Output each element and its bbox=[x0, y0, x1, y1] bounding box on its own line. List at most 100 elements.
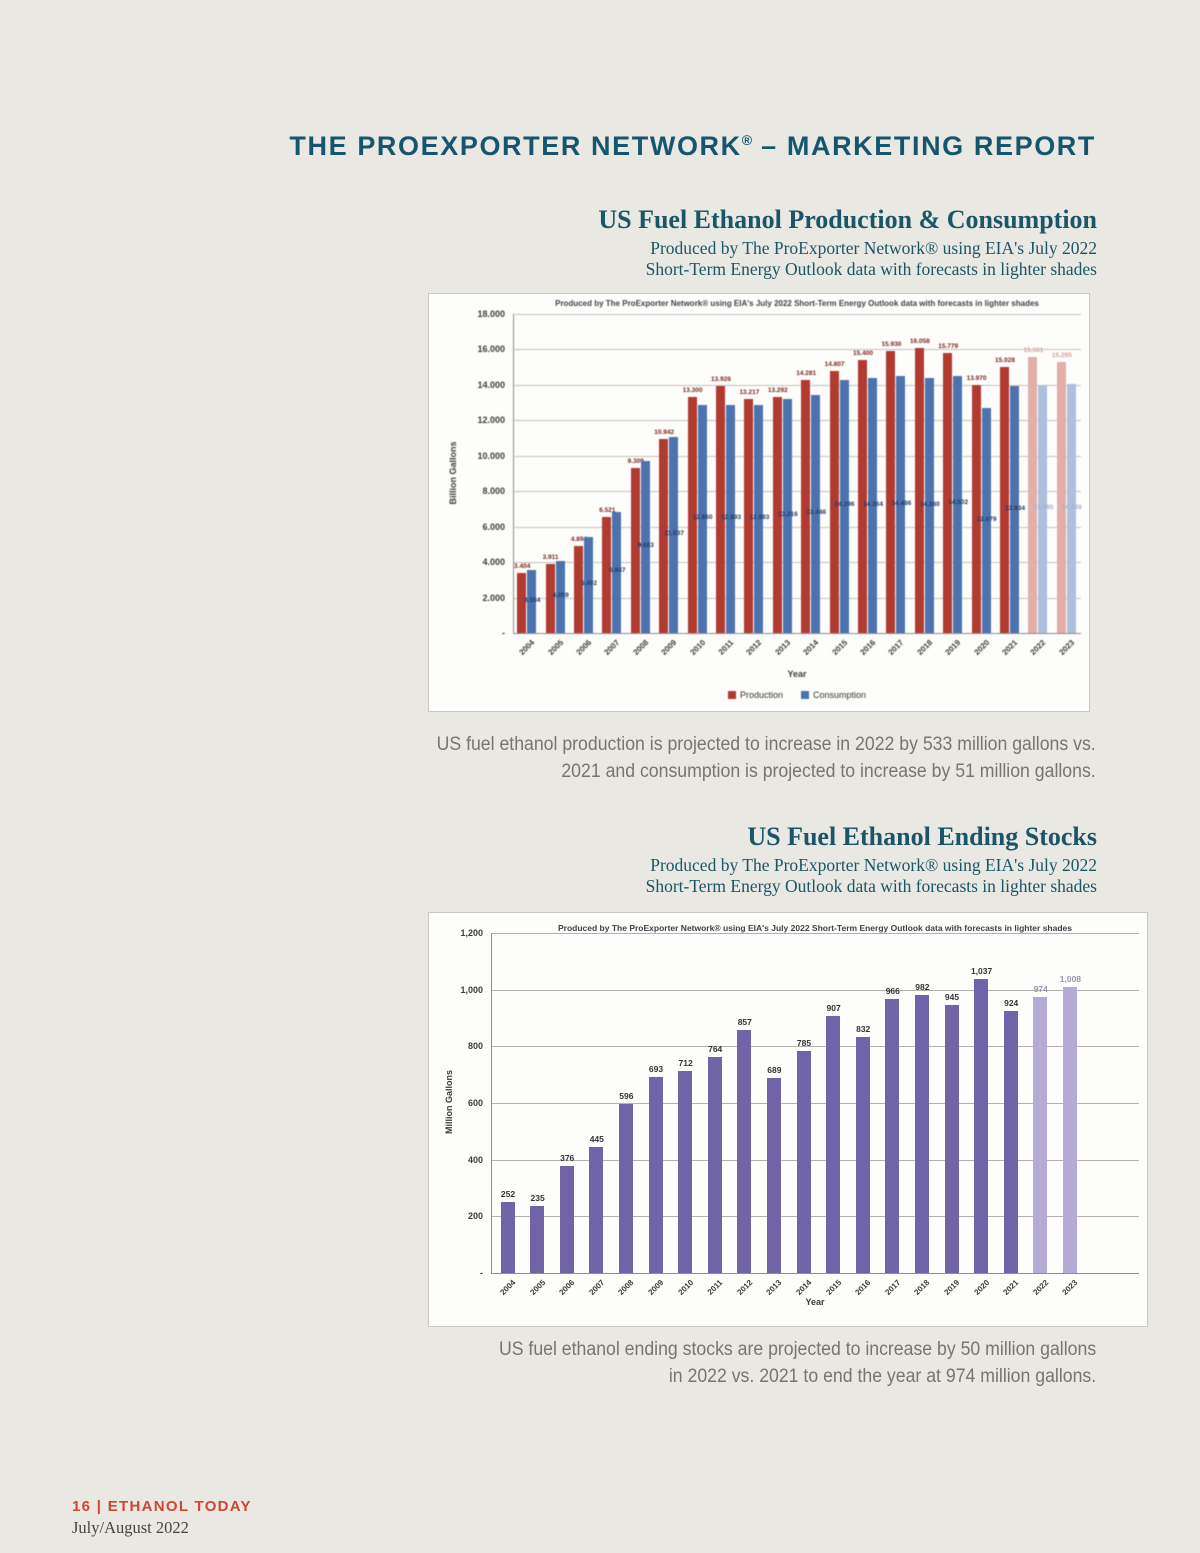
x-tick-2014: 2014 bbox=[801, 638, 821, 657]
bar-value: 14.486 bbox=[891, 499, 912, 507]
bar-production-2018 bbox=[914, 348, 924, 633]
bar-production-2008 bbox=[630, 468, 640, 633]
x-tick-2015: 2015 bbox=[830, 638, 849, 657]
legend-swatch-icon bbox=[727, 691, 736, 699]
bar-production-2016 bbox=[858, 360, 867, 633]
page-title-rest: – MARKETING REPORT bbox=[752, 131, 1096, 161]
bar-value: 689 bbox=[767, 1064, 782, 1075]
legend-item-production: Production bbox=[727, 690, 783, 700]
bar-production-2004 bbox=[517, 572, 527, 633]
production-consumption-chart: Produced by The ProExporter Network® usi… bbox=[428, 293, 1090, 712]
bar-value: 235 bbox=[530, 1193, 545, 1204]
bar-value: 10.942 bbox=[654, 429, 675, 437]
bar-value: 11.037 bbox=[664, 530, 684, 538]
gridline bbox=[491, 933, 1139, 934]
bar-consumption-2011 bbox=[726, 404, 735, 633]
gridline bbox=[491, 1103, 1139, 1104]
bar-consumption-2010 bbox=[697, 405, 707, 633]
y-tick-label: 2.000 bbox=[482, 592, 505, 603]
registered-mark-icon: ® bbox=[741, 132, 753, 148]
bar-value: 13.446 bbox=[806, 508, 827, 516]
bar-consumption-2022 bbox=[1038, 385, 1048, 633]
legend-label: Consumption bbox=[813, 690, 867, 700]
x-tick-2021: 2021 bbox=[1001, 1278, 1021, 1297]
y-tick-label: 400 bbox=[467, 1154, 483, 1165]
gridline bbox=[491, 1046, 1139, 1048]
y-axis bbox=[491, 933, 492, 1273]
bar-production-2022 bbox=[1028, 357, 1038, 633]
page-title: THE PROEXPORTER NETWORK® – MARKETING REP… bbox=[289, 131, 1096, 162]
bar-value: 15.561 bbox=[1023, 347, 1044, 355]
bar-value: 15.779 bbox=[938, 343, 959, 351]
y-tick-label: 16.000 bbox=[477, 344, 505, 355]
bar-value: 12.860 bbox=[692, 514, 713, 522]
x-tick-2006: 2006 bbox=[574, 638, 594, 657]
y-axis-title: Million Gallons bbox=[444, 1070, 454, 1135]
x-tick-2006: 2006 bbox=[557, 1278, 577, 1297]
bar-consumption-2008 bbox=[640, 461, 650, 633]
bar-ending-stocks-2019 bbox=[944, 1005, 959, 1273]
gridline bbox=[513, 526, 1081, 528]
x-axis bbox=[513, 633, 1081, 634]
bar-consumption-2012 bbox=[754, 404, 764, 633]
x-tick-2020: 2020 bbox=[972, 1278, 991, 1297]
bar-ending-stocks-2023 bbox=[1062, 987, 1077, 1273]
bar-value: 13.217 bbox=[739, 388, 760, 396]
y-tick-label: 1,200 bbox=[460, 928, 483, 938]
bar-ending-stocks-2021 bbox=[1003, 1011, 1018, 1273]
bar-value: 12.893 bbox=[721, 513, 741, 521]
bar-value: 15.295 bbox=[1051, 351, 1072, 359]
y-tick-label: 1,000 bbox=[460, 984, 483, 995]
subtitle-line: Short-Term Energy Outlook data with fore… bbox=[645, 876, 1097, 896]
section1-caption: US fuel ethanol production is projected … bbox=[437, 731, 1096, 785]
bar-ending-stocks-2007 bbox=[589, 1146, 604, 1273]
bar-ending-stocks-2014 bbox=[796, 1050, 811, 1273]
bar-ending-stocks-2008 bbox=[618, 1104, 633, 1273]
bar-ending-stocks-2018 bbox=[914, 994, 929, 1273]
bar-value: 945 bbox=[944, 992, 960, 1003]
bar-consumption-2004 bbox=[527, 570, 537, 633]
bar-production-2021 bbox=[1000, 366, 1009, 633]
bar-consumption-2016 bbox=[868, 378, 877, 633]
gridline bbox=[513, 349, 1081, 351]
gridline bbox=[513, 562, 1081, 564]
bar-value: 252 bbox=[500, 1188, 516, 1199]
x-tick-2012: 2012 bbox=[735, 1278, 755, 1297]
footer-page-label: 16 | ETHANOL TODAY bbox=[72, 1498, 252, 1515]
x-axis-title: Year bbox=[787, 669, 807, 679]
bar-value: 693 bbox=[648, 1063, 664, 1074]
subtitle-line: Produced by The ProExporter Network® usi… bbox=[650, 855, 1097, 875]
bar-value: 13.926 bbox=[711, 376, 731, 384]
bar-consumption-2014 bbox=[811, 394, 821, 633]
bar-ending-stocks-2015 bbox=[826, 1016, 841, 1273]
y-axis-title: Billion Gallons bbox=[448, 441, 458, 505]
caption-line: US fuel ethanol production is projected … bbox=[436, 734, 1096, 755]
bar-consumption-2021 bbox=[1010, 386, 1019, 633]
bar-ending-stocks-2011 bbox=[707, 1056, 722, 1273]
bar-value: 15.028 bbox=[995, 356, 1015, 364]
x-tick-2011: 2011 bbox=[705, 1278, 725, 1297]
bar-value: 832 bbox=[856, 1024, 871, 1035]
bar-value: 5.402 bbox=[580, 580, 598, 588]
bar-value: 376 bbox=[560, 1153, 575, 1164]
bar-production-2015 bbox=[829, 370, 839, 633]
bar-production-2020 bbox=[971, 385, 981, 633]
caption-line: 2021 and consumption is projected to inc… bbox=[561, 761, 1096, 782]
x-tick-2013: 2013 bbox=[773, 638, 793, 657]
bar-production-2011 bbox=[716, 386, 725, 633]
bar-value: 16.058 bbox=[909, 338, 930, 346]
x-tick-2009: 2009 bbox=[646, 1278, 666, 1297]
bar-ending-stocks-2020 bbox=[974, 979, 989, 1273]
bar-value: 6.847 bbox=[609, 567, 626, 575]
y-tick-label: 8.000 bbox=[482, 486, 505, 497]
bar-value: 974 bbox=[1033, 984, 1048, 995]
footer-issue: July/August 2022 bbox=[72, 1518, 189, 1537]
section1-subtitle: Produced by The ProExporter Network® usi… bbox=[646, 238, 1097, 280]
bar-value: 3.404 bbox=[514, 562, 531, 570]
bar-value: 785 bbox=[796, 1037, 812, 1048]
x-tick-2022: 2022 bbox=[1028, 638, 1048, 657]
bar-production-2014 bbox=[801, 379, 811, 633]
bar-consumption-2005 bbox=[555, 561, 565, 633]
gridline bbox=[513, 420, 1081, 422]
